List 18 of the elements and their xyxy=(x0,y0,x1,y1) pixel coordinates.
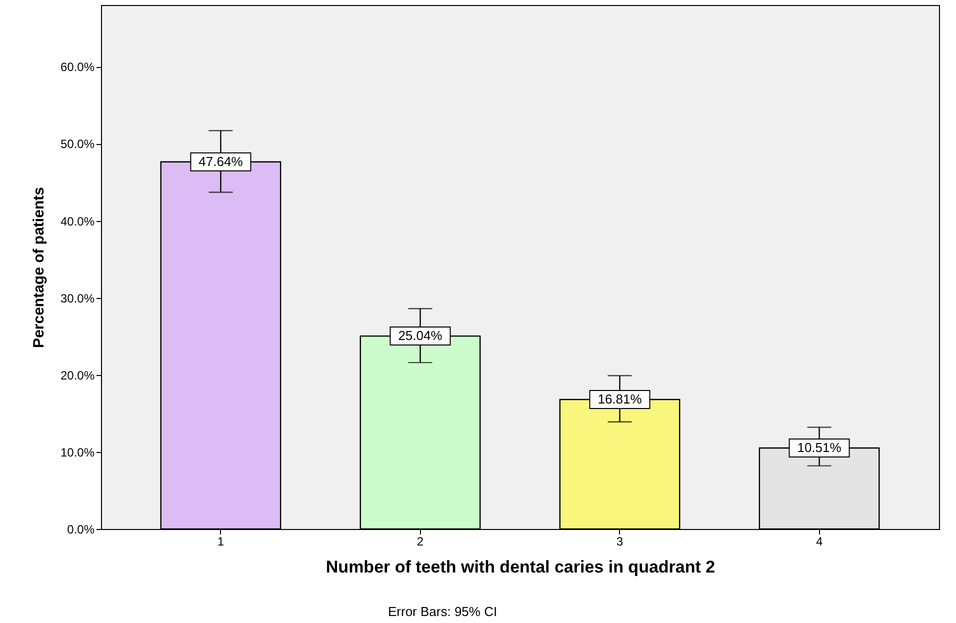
y-tick-label: 10.0% xyxy=(60,445,95,460)
data-label: 10.51% xyxy=(797,440,842,456)
x-tick-label: 3 xyxy=(616,534,624,548)
data-label: 25.04% xyxy=(398,328,443,344)
data-label: 16.81% xyxy=(598,391,642,406)
text: Error Bars: 95% CI xyxy=(388,604,498,619)
y-tick-label: 30.0% xyxy=(60,291,95,306)
x-axis-title: Number of teeth with dental caries in quadrant 2 xyxy=(326,558,716,576)
x-tick-label: 1 xyxy=(217,534,224,548)
y-axis-title: Percentage of patients xyxy=(30,187,48,348)
y-tick-label: 20.0% xyxy=(60,368,95,382)
x-tick-label: 4 xyxy=(816,534,823,548)
y-tick-label: 50.0% xyxy=(60,137,95,152)
x-tick-label: 2 xyxy=(416,534,424,548)
data-label: 47.64% xyxy=(198,154,244,169)
y-tick-label: 40.0% xyxy=(60,214,95,228)
y-tick-label: 60.0% xyxy=(60,60,95,74)
y-tick-label: 0.0% xyxy=(67,522,95,536)
